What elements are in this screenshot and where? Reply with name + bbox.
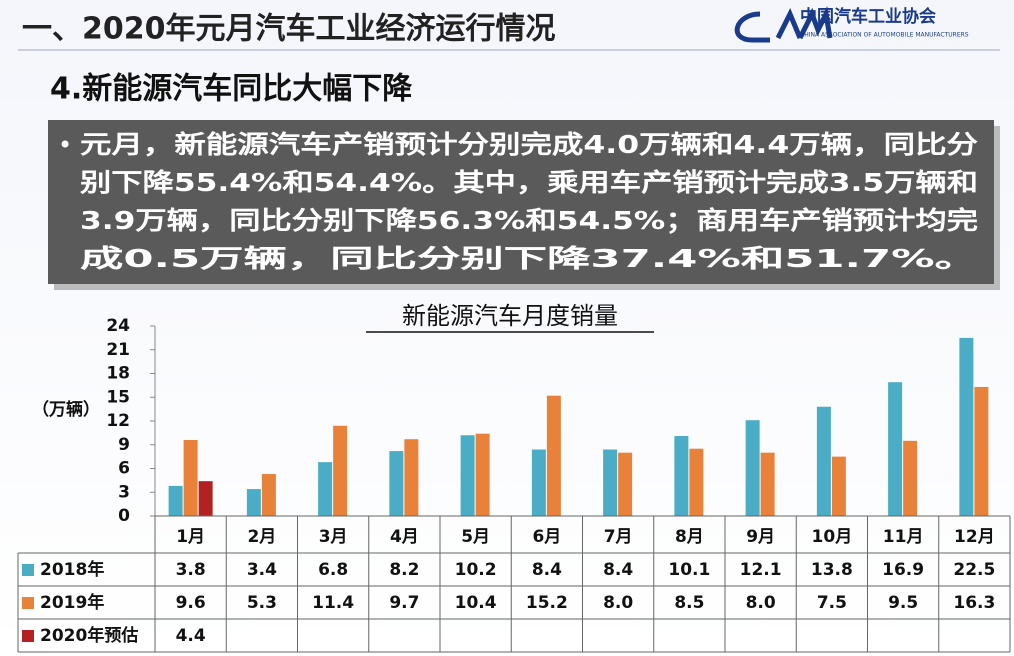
bar [531, 449, 546, 516]
bar [903, 440, 918, 516]
slide-title: 一、2020年元月汽车工业经济运行情况 [22, 12, 556, 47]
bullet-line: 别下降55.4%和54.4%。其中，乘用车产销预计完成3.5万辆和 [79, 168, 978, 197]
bar [689, 448, 704, 516]
logo-mark [734, 6, 833, 43]
legend-swatch [22, 597, 34, 609]
x-tick-label: 2月 [247, 527, 276, 547]
table-cell: 10.2 [455, 560, 497, 580]
bar [198, 481, 213, 516]
legend-label: 2018年 [40, 559, 104, 580]
y-tick-label: 24 [106, 316, 130, 336]
table-cell: 8.4 [603, 560, 633, 580]
y-tick-label: 15 [106, 387, 130, 407]
x-tick-label: 5月 [461, 527, 490, 547]
bar [618, 452, 633, 516]
x-tick-label: 12月 [954, 527, 995, 547]
legend-label: 2020年预估 [40, 625, 138, 646]
y-tick-label: 9 [118, 435, 130, 455]
table-cell: 3.8 [176, 560, 206, 580]
bar [546, 395, 561, 516]
x-tick-label: 6月 [532, 527, 561, 547]
x-tick-label: 4月 [390, 527, 419, 547]
y-tick-label: 18 [106, 364, 130, 384]
table-cell: 8.5 [674, 593, 704, 613]
bullet-dot: • [58, 131, 72, 159]
x-tick-label: 3月 [319, 527, 348, 547]
bullet-line: 元月，新能源汽车产销预计分别完成4.0万辆和4.4万辆，同比分 [80, 130, 978, 159]
bar [674, 436, 689, 516]
table-cell: 12.1 [740, 560, 782, 580]
bar [389, 451, 404, 516]
table-cell: 9.6 [176, 593, 206, 613]
bar [261, 474, 276, 516]
subtitle: 4.新能源汽车同比大幅下降 [50, 72, 413, 107]
legend-swatch [22, 564, 34, 576]
table-cell: 10.1 [668, 560, 710, 580]
x-tick-label: 8月 [675, 527, 704, 547]
x-tick-label: 7月 [604, 527, 633, 547]
bar [404, 439, 419, 516]
logo-subtext: CHINA ASSOCIATION OF AUTOMOBILE MANUFACT… [800, 32, 969, 39]
table-cell: 9.7 [389, 593, 419, 613]
table-cell: 8.2 [389, 560, 419, 580]
bar [959, 337, 974, 516]
x-tick-label: 9月 [746, 527, 775, 547]
table-cell: 11.4 [312, 593, 354, 613]
legend-label: 2019年 [40, 592, 104, 613]
table-cell: 4.4 [176, 626, 206, 646]
bar [974, 386, 989, 516]
bar [168, 485, 183, 516]
table-cell: 7.5 [817, 593, 847, 613]
bar [745, 420, 760, 516]
bar [603, 449, 618, 516]
legend-swatch [22, 630, 34, 642]
table-cell: 15.2 [526, 593, 568, 613]
table-cell: 3.4 [247, 560, 277, 580]
table-cell: 16.3 [953, 593, 995, 613]
y-tick-label: 12 [106, 411, 130, 431]
bar [318, 462, 333, 516]
table-cell: 16.9 [882, 560, 924, 580]
table-cell: 22.5 [953, 560, 995, 580]
bullet-text: 元月，新能源汽车产销预计分别完成4.0万辆和4.4万辆，同比分别下降55.4%和… [79, 130, 978, 273]
bar [888, 382, 903, 516]
chart-title: 新能源汽车月度销量 [402, 302, 618, 330]
bar [333, 425, 348, 516]
table-cell: 10.4 [455, 593, 497, 613]
bar [816, 406, 831, 516]
table-cell: 6.8 [318, 560, 348, 580]
text-box [48, 120, 994, 284]
logo-text: 中国汽车工业协会 [800, 6, 936, 27]
table-cell: 8.4 [532, 560, 562, 580]
bar [475, 433, 490, 516]
table-cell: 8.0 [603, 593, 633, 613]
bar [183, 440, 198, 516]
y-tick-label: 0 [118, 506, 130, 526]
bar [246, 489, 261, 516]
bar [831, 456, 846, 516]
bullet-line: 3.9万辆，同比分别下降56.3%和54.5%；商用车产销预计均完 [80, 206, 978, 235]
chart: 新能源汽车月度销量 （万辆） 0 3 6 9 12 15 18 21 24 1月 3.8 9.6 4.4 2月… [17, 302, 1011, 653]
x-tick-label: 1月 [176, 527, 205, 547]
y-tick-label: 3 [118, 482, 130, 502]
table-cell: 13.8 [811, 560, 853, 580]
y-tick-label: 6 [118, 459, 130, 479]
bar [760, 452, 775, 516]
y-tick-label: 21 [106, 340, 130, 360]
table-cell: 5.3 [247, 593, 277, 613]
table-cell: 9.5 [888, 593, 918, 613]
bullet-line: 成0.5万辆，同比分别下降37.4%和51.7%。 [80, 244, 978, 273]
bar [460, 435, 475, 516]
x-tick-label: 11月 [883, 527, 924, 547]
x-tick-label: 10月 [812, 527, 853, 547]
table-cell: 8.0 [746, 593, 776, 613]
y-axis-label: （万辆） [32, 399, 100, 420]
